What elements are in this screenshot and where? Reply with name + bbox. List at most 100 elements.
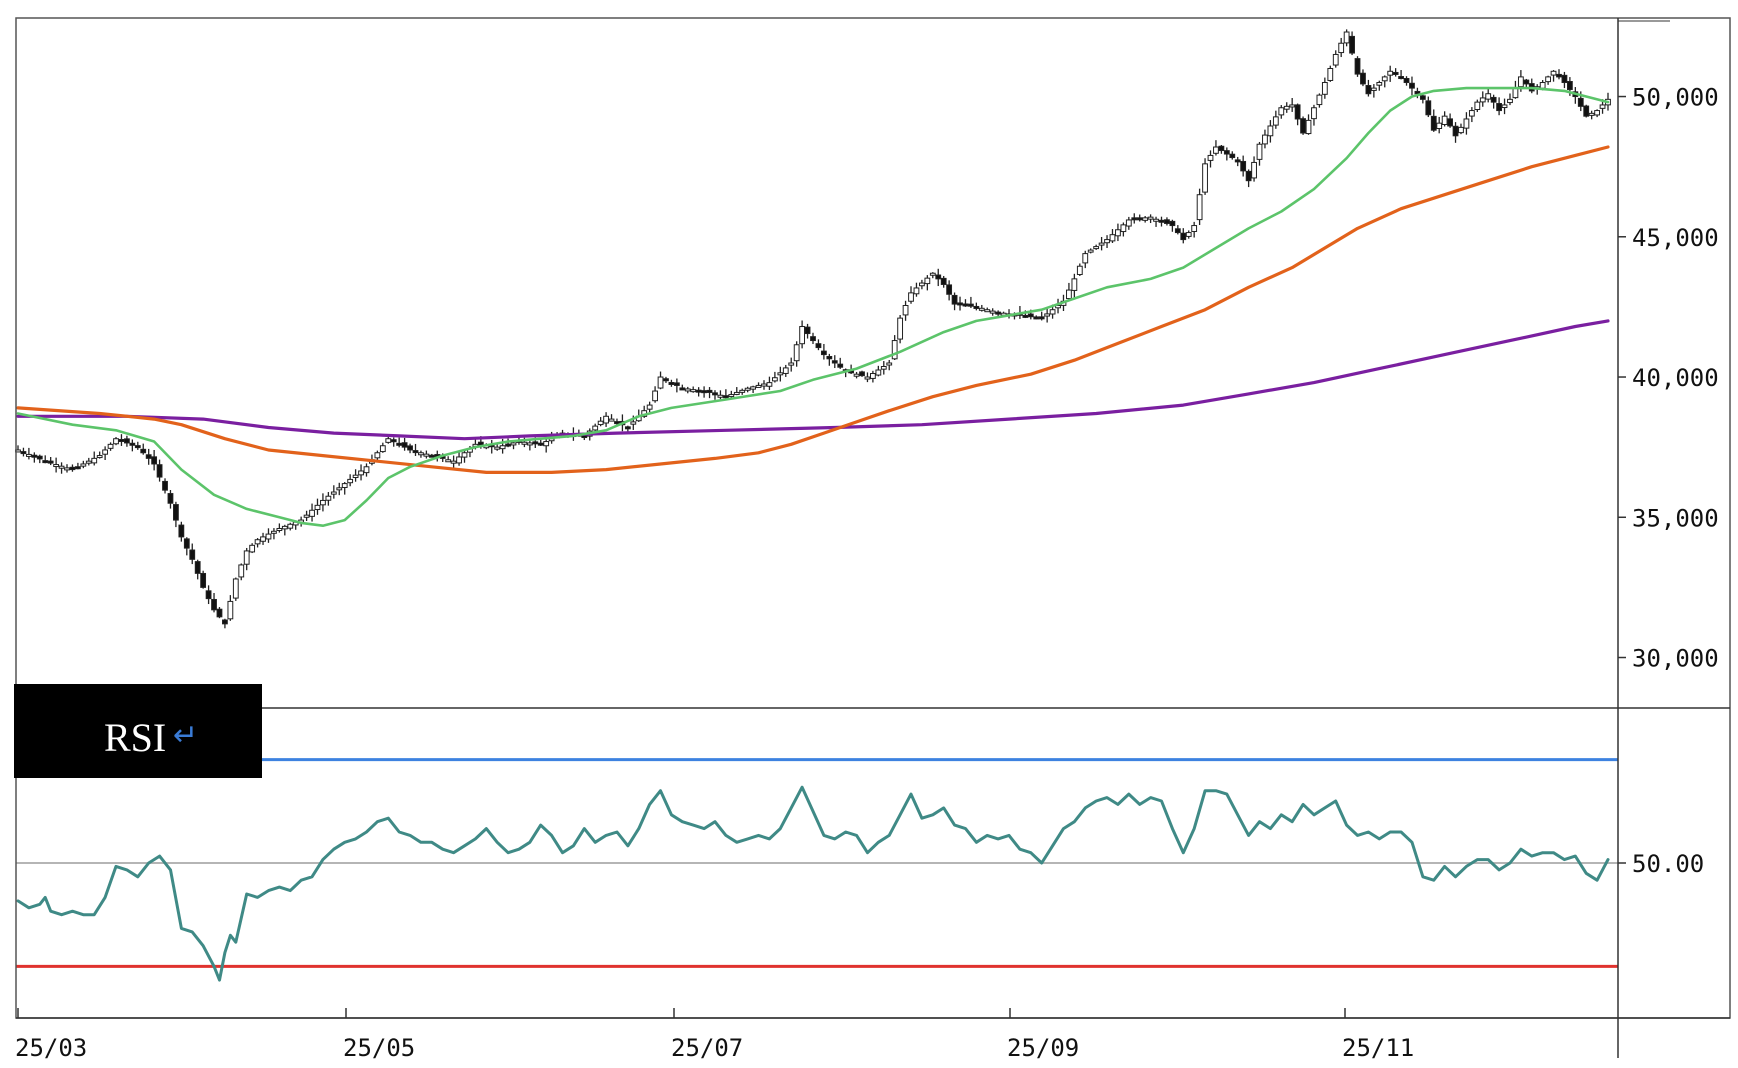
x-tick-label: 25/03 [15,1034,87,1062]
candle-body [1283,105,1290,110]
price-tick-label: 35,000 [1632,504,1719,532]
candle-body [1066,289,1072,300]
candle-body [69,466,76,471]
candle-body [597,420,604,426]
candle-body [1245,170,1252,182]
candle-body [668,381,675,385]
candle-body [859,371,865,377]
candle-body [281,525,288,530]
candle-body [1490,96,1497,103]
candle-body [733,391,740,395]
candle-body [1381,76,1388,82]
candle-body [211,598,217,611]
candle-body [1191,225,1198,232]
candle-body [1392,71,1399,75]
candle-body [663,378,669,382]
candle-body [1403,78,1410,84]
candle-body [510,442,517,446]
candle-body [1583,105,1590,117]
candle-body [1082,253,1089,264]
candle-body [1251,161,1257,179]
candle-body [1055,305,1061,309]
chart-frame [15,17,1731,1019]
candle-body [1507,98,1513,104]
candle-body [1414,90,1421,95]
candle-body [1338,42,1345,54]
candle-body [499,445,506,450]
candle-body [712,392,718,396]
candle-body [1588,112,1595,116]
candle-body [1409,82,1415,89]
return-arrow-icon: ↵ [173,718,198,753]
candle-body [1256,143,1263,160]
candle-body [461,452,468,458]
candle-body [810,336,816,342]
candle-body [826,355,833,360]
candle-body [815,343,822,349]
candle-body [271,530,277,534]
candle-body [1463,118,1470,129]
candle-body [494,446,501,450]
candle-body [1387,70,1394,76]
rsi-label: RSI [104,715,166,760]
candle-body [543,441,550,447]
candle-body [793,344,800,362]
candle-body [445,459,452,463]
candle-body [1441,115,1448,126]
candle-body [320,499,326,506]
ma-mid-line [16,145,1610,474]
candle-body [64,467,70,471]
candle-body [1174,228,1181,234]
candle-body [1376,82,1383,86]
candle-body [107,443,114,449]
candle-body [1360,72,1366,85]
candle-body [1267,125,1274,137]
candle-body [96,455,103,459]
candle-body [1169,220,1176,227]
candle-body [1185,232,1192,237]
candle-body [1311,107,1317,120]
candle-body [314,504,321,511]
price-tick-label: 45,000 [1632,224,1719,252]
candle-body [341,483,348,488]
candle-body [1305,119,1312,135]
candle-body [1087,249,1094,253]
candle-body [260,536,266,542]
x-tick-label: 25/05 [343,1034,415,1062]
candle-body [173,504,179,521]
candle-body [216,608,223,618]
candle-body [1501,104,1508,109]
candle-body [1033,316,1040,320]
candle-body [1474,101,1481,111]
candle-body [385,438,392,443]
candle-body [837,363,844,368]
candle-body [521,441,528,445]
candle-body [771,377,778,382]
candle-body [352,474,359,479]
candle-body [1071,278,1078,291]
axis-layer: 30,000 35,000 40,000 45,000 50,000 50.00 25/03… [15,84,1719,1062]
candle-body [1142,217,1149,221]
candle-body [1076,265,1083,276]
candle-body [124,438,130,444]
candle-body [603,415,609,424]
candle-body [919,282,925,287]
candle-body [1354,58,1361,75]
candle-body [418,452,424,456]
candle-body [820,350,827,356]
candle-body [1436,122,1443,129]
candle-body [1164,219,1170,224]
candle-body [804,326,811,335]
candle-body [968,303,974,307]
candle-body [875,369,882,376]
candle-body [85,460,92,464]
candle-body [1213,146,1219,154]
candle-body [1115,229,1121,237]
candle-body [853,373,860,377]
candle-body [183,538,190,549]
candle-body [1147,216,1154,220]
candle-body [1136,217,1143,221]
candle-body [330,491,337,495]
candle-body [222,619,228,625]
candle-body [1550,70,1557,76]
